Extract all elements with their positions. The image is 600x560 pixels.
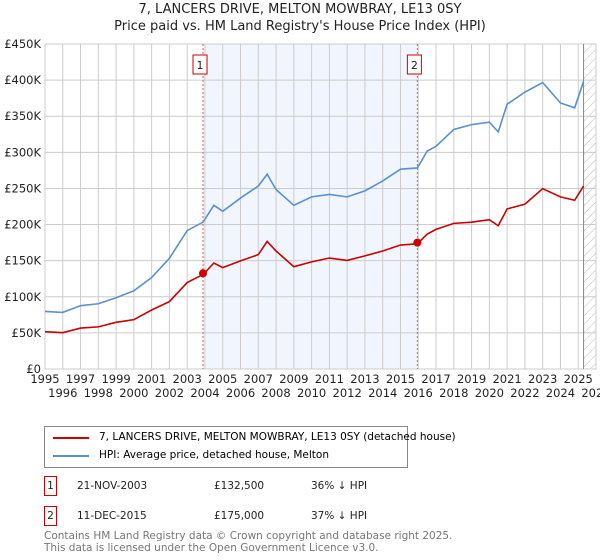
x-tick-label: 2010 [297,386,326,400]
transaction-price: £132,500 [214,480,265,492]
y-tick-label: £400K [4,73,41,87]
x-tick-label: 2007 [244,372,273,386]
sale-marker-label: 2 [411,59,418,72]
x-tick-label: 2017 [421,372,450,386]
plot-border [44,43,597,370]
x-tick-label: 2021 [492,372,521,386]
x-tick-label: 2013 [350,372,379,386]
x-tick-label: 2003 [173,372,202,386]
x-tick-label: 2012 [333,386,362,400]
x-tick-label: 2006 [226,386,255,400]
x-tick-label: 1996 [48,386,77,400]
sale-marker-box [192,54,208,75]
y-tick-label: £300K [4,145,41,159]
x-tick-label: 2018 [439,386,468,400]
x-tick-label: 2026 [581,386,600,400]
legend-item-property: 7, LANCERS DRIVE, MELTON MOWBRAY, LE13 0… [53,431,456,444]
sale-point [413,238,422,247]
x-tick-label: 2000 [119,386,148,400]
x-tick-label: 2011 [315,372,344,386]
y-tick-label: £100K [4,290,41,304]
x-tick-label: 2004 [190,386,219,400]
y-tick-label: £250K [4,181,41,195]
x-tick-label: 2008 [261,386,290,400]
y-tick-label: £0 [26,362,41,376]
transaction-hpi-diff: 36% ↓ HPI [311,480,368,492]
legend-swatch-red [53,436,89,439]
y-tick-label: £50K [12,326,42,340]
x-tick-label: 2023 [528,372,557,386]
transaction-price: £175,000 [214,510,265,522]
legend-swatch-blue [53,454,89,457]
chart-title: 7, LANCERS DRIVE, MELTON MOWBRAY, LE13 0… [138,2,462,17]
sale-point [199,269,208,278]
transaction-hpi-diff: 37% ↓ HPI [311,510,368,522]
y-tick-label: £150K [4,254,41,268]
x-tick-label: 2016 [404,386,433,400]
x-tick-label: 2014 [368,386,397,400]
shaded-period [203,44,418,369]
x-tick-label: 2015 [386,372,415,386]
forecast-hatch [583,44,596,369]
legend-label: HPI: Average price, detached house, Melt… [99,449,330,461]
footer-line: This data is licensed under the Open Gov… [44,542,379,554]
x-tick-label: 2025 [564,372,593,386]
y-tick-label: £200K [4,218,41,232]
marker-badge: 1 [44,476,57,496]
footer-line: Contains HM Land Registry data © Crown c… [44,530,453,542]
x-tick-label: 2022 [510,386,539,400]
x-tick-label: 2009 [279,372,308,386]
property-price-line [44,185,585,334]
x-tick-label: 1999 [101,372,130,386]
sale-marker-box [406,54,422,75]
x-tick-label: 2024 [546,386,575,400]
chart-subtitle: Price paid vs. HM Land Registry's House … [114,19,486,34]
marker-badge: 2 [44,506,57,526]
price-chart: 1995199619971998199920002001200220032004… [4,37,600,400]
sale-marker-label: 1 [197,59,204,72]
transaction-date: 11-DEC-2015 [77,510,147,522]
x-tick-label: 2020 [475,386,504,400]
legend-label: 7, LANCERS DRIVE, MELTON MOWBRAY, LE13 0… [99,431,456,443]
x-tick-label: 2002 [155,386,184,400]
y-tick-label: £350K [4,109,41,123]
y-tick-label: £450K [4,37,41,51]
x-tick-label: 1995 [30,372,59,386]
x-tick-label: 2005 [208,372,237,386]
x-tick-label: 1998 [84,386,113,400]
legend: 7, LANCERS DRIVE, MELTON MOWBRAY, LE13 0… [44,426,456,468]
footer: Contains HM Land Registry data © Crown c… [44,530,452,554]
x-tick-label: 2019 [457,372,486,386]
x-tick-label: 2001 [137,372,166,386]
x-tick-label: 1997 [66,372,95,386]
transaction-date: 21-NOV-2003 [77,480,148,492]
legend-item-hpi: HPI: Average price, detached house, Melt… [53,449,329,462]
hpi-line [44,81,585,314]
